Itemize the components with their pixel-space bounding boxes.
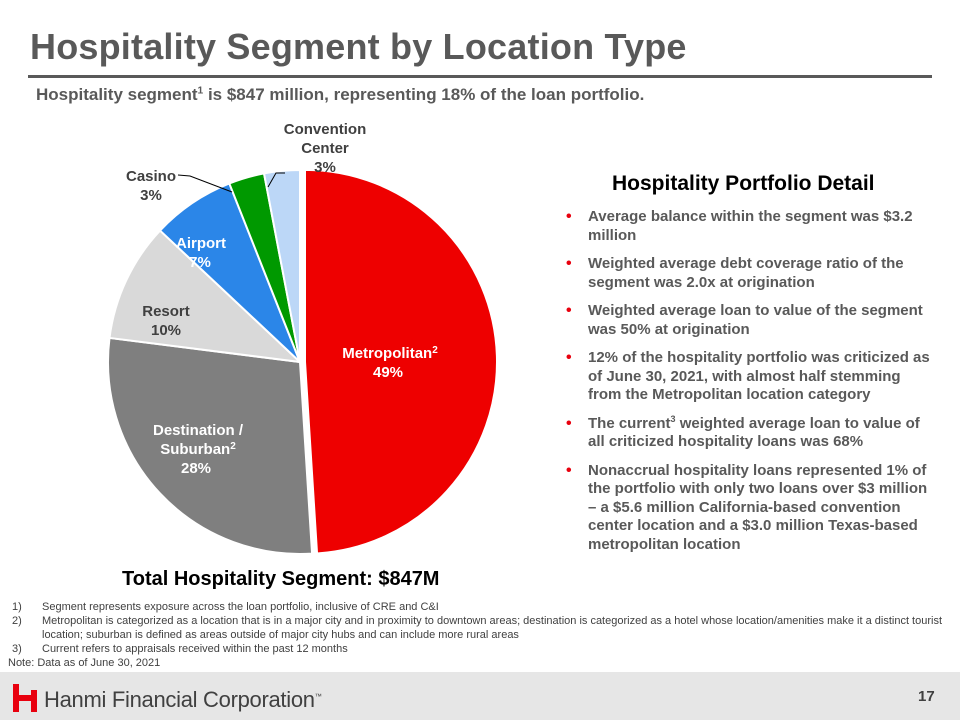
footnote-item: 3) Current refers to appraisals received … (12, 643, 348, 655)
subtitle-text: Hospitality segment (36, 85, 198, 104)
page-title: Hospitality Segment by Location Type (30, 26, 687, 67)
leader-lines (177, 172, 285, 193)
pie-slice-metropolitan (303, 168, 498, 555)
pie-value-airport: 7% (189, 254, 211, 271)
footnote-item: 2) Metropolitan is categorized as a locat… (12, 615, 943, 641)
detail-bullet: Weighted average debt coverage ratio of … (566, 255, 936, 292)
casino-leader-line (177, 174, 233, 193)
detail-title: Hospitality Portfolio Detail (612, 172, 875, 195)
pie-label-destination-line2: Suburban2 (160, 441, 236, 459)
detail-bullet: Weighted average loan to value of the se… (566, 302, 936, 339)
bullet-footnote-ref: 3 (670, 413, 676, 424)
pie-slice-destination-suburban (107, 336, 314, 555)
pie-label-convention-line1: Convention (284, 121, 367, 138)
pie-value-metropolitan: 49% (373, 364, 403, 381)
pie-label-casino: Casino (126, 168, 176, 185)
pie-slices (107, 168, 498, 555)
pie-value-casino: 3% (140, 187, 162, 204)
data-note: Note: Data as of June 30, 2021 (8, 657, 161, 669)
pie-label-airport: Airport (176, 235, 226, 252)
convention-leader-line (267, 172, 285, 188)
pie-label-resort: Resort (142, 303, 190, 320)
subtitle-footnote-ref: 1 (197, 85, 204, 97)
title-divider (28, 75, 932, 78)
detail-bullet: Nonaccrual hospitality loans represented… (566, 462, 936, 555)
pie-slice-convention-center (262, 168, 301, 363)
footnote-item: 1) Segment represents exposure across the… (12, 601, 439, 613)
page-number: 17 (918, 688, 935, 705)
detail-bullet-list: Average balance within the segment was $… (566, 208, 936, 564)
hanmi-logo-icon (13, 684, 37, 712)
pie-value-resort: 10% (151, 322, 181, 339)
pie-label-convention-line2: Center (301, 140, 349, 157)
footnotes: 1) Segment represents exposure across the… (8, 600, 943, 656)
detail-bullet: The current3 weighted average loan to va… (566, 413, 936, 452)
chart-total-label: Total Hospitality Segment: $847M (122, 568, 440, 590)
detail-bullet: 12% of the hospitality portfolio was cri… (566, 349, 936, 405)
pie-chart: Metropolitan2 49% Destination / Suburban… (107, 121, 498, 555)
page-subtitle: Hospitality segment1 is $847 million, re… (36, 85, 644, 105)
pie-label-metropolitan: Metropolitan2 (342, 345, 438, 363)
pie-label-destination-line1: Destination / (153, 422, 244, 439)
pie-value-destination: 28% (181, 460, 211, 477)
company-name: Hanmi Financial Corporation™ (44, 687, 322, 712)
pie-value-convention: 3% (314, 159, 336, 176)
footer-bar (0, 672, 960, 720)
subtitle-text-rest: is $847 million, representing 18% of the… (203, 85, 645, 104)
detail-bullet: Average balance within the segment was $… (566, 208, 936, 245)
pie-slice-resort (108, 229, 303, 364)
